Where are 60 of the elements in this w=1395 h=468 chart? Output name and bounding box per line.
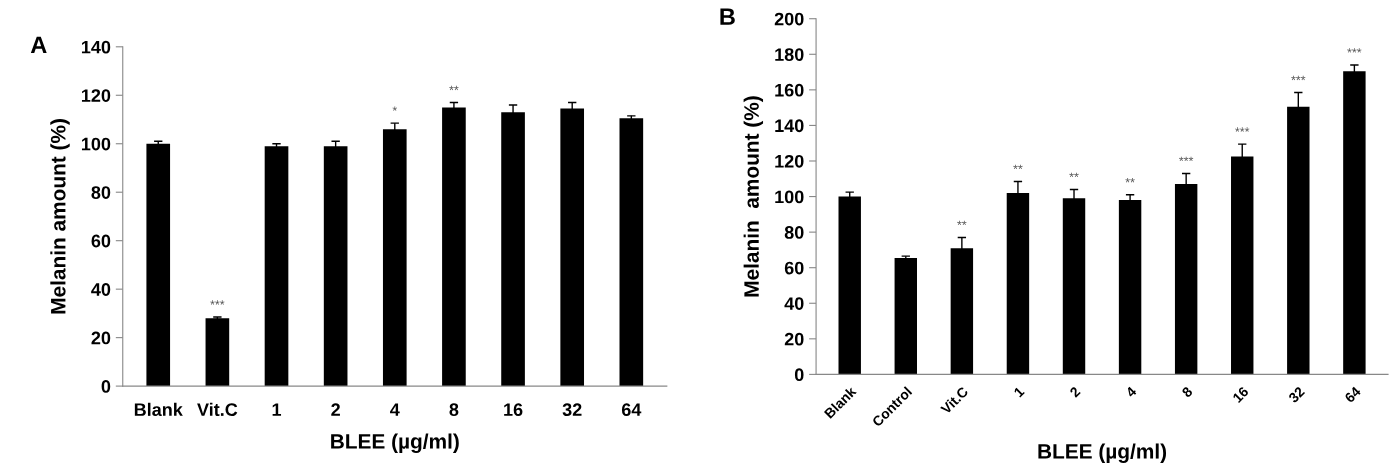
x-tick-label: Blank — [134, 402, 183, 417]
x-tick-label: 8 — [1181, 386, 1194, 398]
x-tick-label: 32 — [1287, 386, 1306, 404]
x-tick-label: 64 — [1344, 385, 1362, 404]
x-axis-title: BLEE (µg/ml) — [1038, 443, 1167, 463]
y-tick-label: 140 — [81, 40, 111, 54]
x-tick-label: 2 — [331, 403, 340, 416]
y-tick-label: 200 — [774, 12, 804, 26]
x-tick-label: 64 — [621, 403, 642, 417]
y-tick-label: 0 — [101, 380, 111, 393]
y-tick-label: 0 — [794, 368, 804, 382]
annotation: ** — [1125, 178, 1135, 183]
annotation: ** — [1069, 172, 1079, 178]
x-tick-label: 4 — [390, 403, 400, 416]
bar — [619, 118, 644, 387]
x-tick-label: 8 — [449, 403, 459, 417]
y-tick-label: 120 — [775, 154, 804, 168]
x-tick-label: 16 — [1232, 386, 1250, 404]
annotation: *** — [1347, 48, 1362, 53]
bar — [442, 107, 466, 387]
y-tick-label: 80 — [784, 226, 804, 239]
annotation: *** — [1291, 75, 1306, 81]
annotation: *** — [1179, 156, 1194, 162]
y-axis-title: Melanin amount (%) — [743, 96, 764, 297]
bar — [838, 196, 861, 375]
bar — [264, 146, 289, 387]
x-tick-label: 1 — [1013, 386, 1025, 398]
y-tick-label: 100 — [81, 137, 111, 151]
y-tick-label: 180 — [775, 48, 804, 62]
x-axis-title: BLEE (µg/ml) — [331, 433, 459, 453]
annotation: ** — [957, 220, 967, 226]
y-tick-label: 40 — [784, 297, 804, 310]
y-tick-label: 80 — [91, 186, 111, 199]
text: B — [720, 8, 735, 25]
bar — [205, 318, 230, 387]
x-tick-label: 4 — [1125, 385, 1138, 398]
y-tick-label: 20 — [784, 332, 804, 346]
y-axis-title: Melanin amount (%) — [50, 119, 70, 314]
bar — [894, 257, 918, 375]
annotation: *** — [210, 300, 225, 305]
y-tick-label: 20 — [91, 331, 111, 345]
y-tick-label: 120 — [81, 89, 111, 102]
x-tick-label: 32 — [562, 403, 582, 417]
x-tick-label: 1 — [272, 403, 282, 416]
y-tick-label: 60 — [91, 234, 111, 248]
annotation: * — [392, 106, 398, 111]
y-tick-label: 100 — [775, 190, 804, 204]
y-tick-label: 140 — [775, 119, 804, 133]
y-tick-label: 60 — [784, 261, 804, 275]
x-tick-label: 2 — [1069, 386, 1081, 398]
bar — [323, 146, 348, 387]
annotation: ** — [449, 85, 459, 91]
y-tick-label: 160 — [775, 83, 804, 97]
x-tick-label: Vit.C — [197, 402, 238, 417]
annotation: ** — [1013, 164, 1023, 170]
x-tick-label: 16 — [504, 403, 523, 417]
bar — [146, 143, 171, 387]
annotation: *** — [1235, 127, 1250, 132]
y-tick-label: 40 — [91, 283, 111, 296]
text: A — [30, 36, 47, 53]
